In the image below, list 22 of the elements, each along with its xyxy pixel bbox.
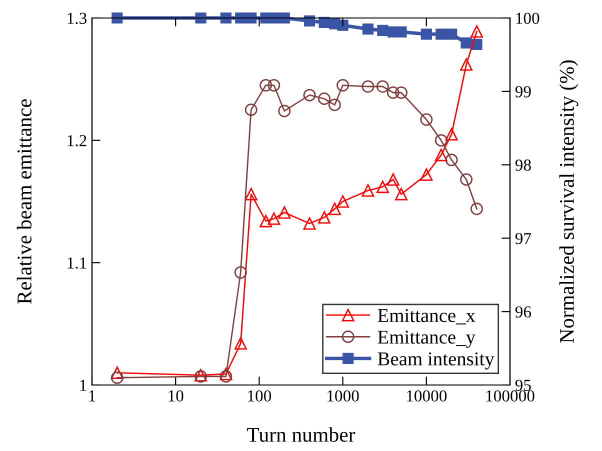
legend-label: Emittance_y (378, 330, 476, 348)
y-tick-label: 1.3 (68, 12, 86, 24)
y2-tick-label: 100 (516, 12, 540, 24)
y-tick-label: 1 (80, 380, 86, 391)
y2-tick-label: 97 (515, 232, 532, 244)
x-tick-label: 100 (248, 390, 272, 402)
x-tick-label: 1 (89, 390, 96, 402)
y2-tick-label: 99 (515, 86, 531, 98)
x-tick-label: 100000 (486, 390, 534, 402)
y-tick-label: 1.2 (68, 135, 86, 146)
x-axis-title: Turn number (247, 427, 356, 442)
x-tick-label: 1000 (328, 390, 359, 402)
y2-tick-label: 96 (515, 306, 532, 318)
y-axis-title: Relative beam emittance (16, 99, 32, 304)
legend-label: Beam intensity (378, 352, 494, 370)
y2-tick-label: 98 (515, 160, 531, 171)
x-tick-label: 10000 (407, 390, 447, 402)
y-tick-label: 1.1 (68, 257, 86, 269)
y2-axis-title: Normalized survival intensity (%) (559, 60, 578, 343)
y2-tick-label: 95 (515, 380, 531, 391)
legend-label: Emittance_x (378, 309, 476, 324)
x-tick-label: 10 (168, 390, 184, 402)
